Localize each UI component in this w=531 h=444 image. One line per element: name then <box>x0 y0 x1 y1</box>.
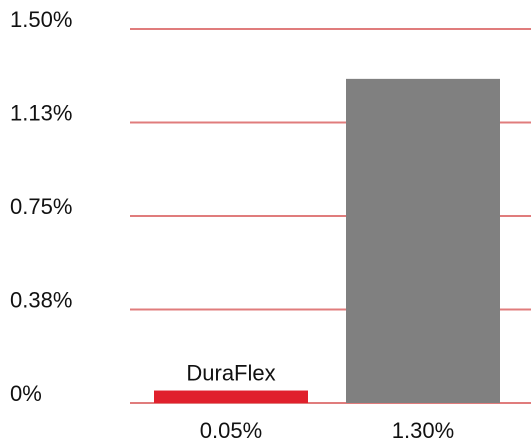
bar <box>346 78 500 403</box>
y-axis-ticks: 0% 0.38% 0.75% 1.13% 1.50% <box>10 7 72 406</box>
y-tick-label: 1.50% <box>10 7 72 32</box>
y-tick-label: 0% <box>10 381 42 406</box>
bars <box>154 78 500 403</box>
category-labels: 0.05% 1.30% <box>200 418 454 443</box>
category-label: 1.30% <box>392 418 454 443</box>
bar <box>154 390 308 403</box>
y-tick-label: 0.38% <box>10 288 72 313</box>
bar-label: DuraFlex <box>186 361 275 386</box>
y-tick-label: 1.13% <box>10 101 72 126</box>
bar-labels: DuraFlex <box>186 361 275 386</box>
category-label: 0.05% <box>200 418 262 443</box>
y-tick-label: 0.75% <box>10 194 72 219</box>
